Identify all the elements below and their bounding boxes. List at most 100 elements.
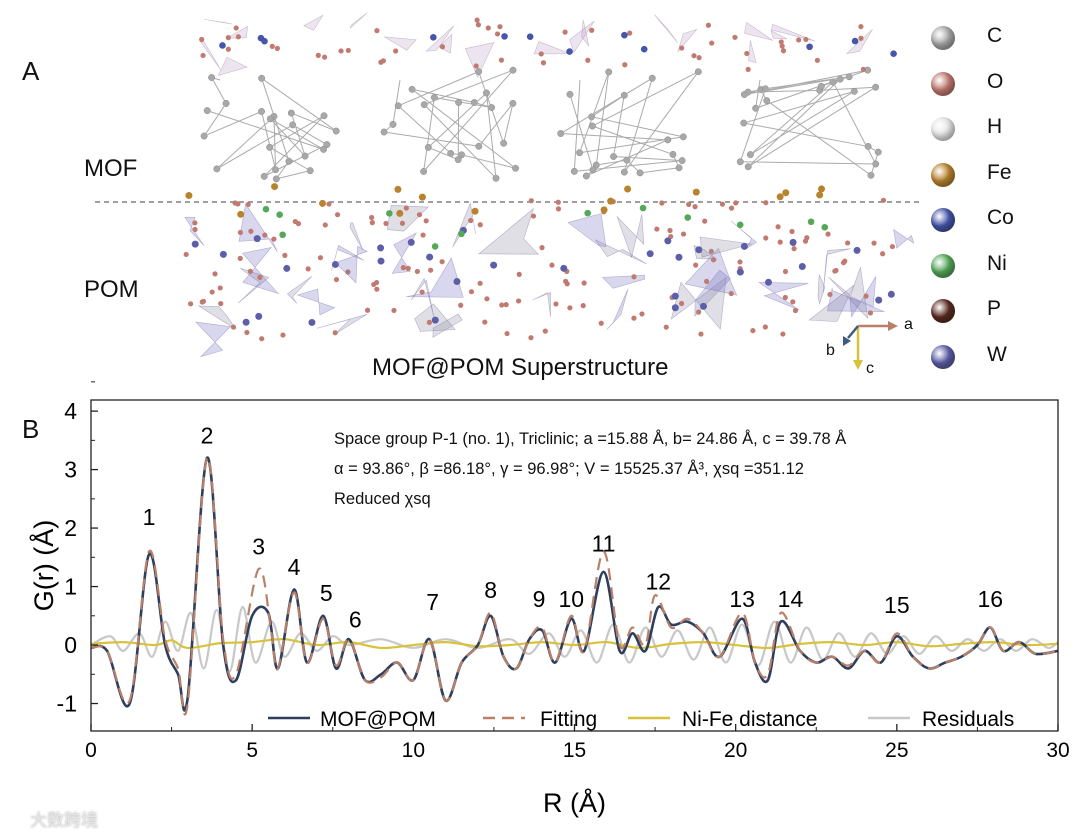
iron-atom — [776, 193, 784, 201]
mof-polyhedron — [770, 29, 788, 40]
panel-b-label: B — [22, 414, 40, 444]
iron-atom — [624, 185, 632, 193]
oxygen-atom — [696, 309, 702, 315]
iron-atom — [271, 183, 279, 191]
axis-triad-icon — [843, 321, 898, 370]
x-tick-label: 5 — [246, 739, 258, 762]
tungsten-atom — [789, 238, 797, 246]
tungsten-atom — [671, 304, 679, 312]
peak-label: 9 — [533, 586, 546, 612]
tungsten-atom — [646, 250, 654, 258]
oxygen-atom — [218, 300, 224, 307]
oxygen-atom — [709, 40, 715, 46]
pom-polyhedron — [296, 288, 336, 316]
axis-a-label: a — [904, 316, 913, 333]
element-co-label: Co — [987, 206, 1014, 229]
mof-polyhedron — [464, 42, 495, 78]
bond — [211, 77, 227, 104]
oxygen-atom — [499, 302, 505, 308]
y-axis-title: G(r) (Å) — [28, 520, 59, 611]
mof-polyhedron — [204, 19, 233, 25]
peak-label: 8 — [484, 577, 497, 603]
oxygen-atom — [775, 224, 781, 230]
cobalt-atom — [219, 42, 226, 49]
bond — [263, 144, 328, 177]
structure-caption: MOF@POM Superstructure — [372, 354, 669, 381]
oxygen-atom — [315, 52, 321, 58]
oxygen-atom — [237, 255, 243, 261]
oxygen-atom — [332, 330, 338, 336]
bond — [427, 92, 487, 148]
peak-label: 15 — [884, 592, 910, 618]
pom-polyhedron — [452, 201, 476, 248]
oxygen-atom — [627, 30, 633, 36]
oxygen-atom — [763, 200, 769, 206]
y-tick-label: 2 — [64, 515, 77, 541]
oxygen-atom — [305, 266, 311, 272]
tungsten-atom — [453, 278, 461, 286]
oxygen-atom — [414, 268, 420, 275]
bond — [485, 92, 497, 179]
element-co-ball-icon — [931, 208, 955, 232]
bond — [560, 77, 653, 134]
oxygen-atom — [200, 298, 207, 304]
y-tick-label: 3 — [64, 457, 77, 483]
element-p-ball-icon — [931, 299, 955, 323]
oxygen-atom — [439, 44, 446, 50]
oxygen-atom — [745, 66, 751, 73]
oxygen-atom — [686, 201, 692, 207]
y-tick-label: 0 — [64, 632, 77, 658]
tungsten-atom — [560, 264, 568, 272]
bond — [819, 86, 876, 91]
oxygen-atom — [530, 213, 537, 219]
tungsten-atom — [798, 263, 806, 271]
tungsten-atom — [308, 318, 316, 326]
peak-label: 16 — [978, 586, 1004, 612]
oxygen-atom — [782, 294, 788, 301]
oxygen-atom — [659, 200, 665, 206]
oxygen-atom — [814, 57, 820, 63]
oxygen-atom — [468, 217, 474, 224]
oxygen-atom — [420, 232, 426, 238]
watermark: 大数跨境 — [30, 811, 98, 830]
bond — [579, 71, 610, 153]
oxygen-atom — [247, 268, 253, 274]
tungsten-atom — [377, 257, 385, 265]
pom-label: POM — [84, 276, 139, 303]
nickel-atom — [386, 210, 393, 217]
iron-atom — [816, 191, 824, 199]
bond — [739, 88, 766, 162]
oxygen-atom — [416, 212, 423, 218]
y-tick-label: 1 — [64, 574, 77, 600]
bond — [275, 160, 290, 180]
cobalt-atom — [851, 37, 859, 45]
oxygen-atom — [549, 262, 555, 268]
tungsten-atom — [255, 312, 263, 320]
oxygen-atom — [225, 35, 231, 41]
carbon-atom — [455, 99, 463, 106]
oxygen-atom — [780, 331, 786, 337]
peak-label: 5 — [320, 580, 333, 606]
element-c-label: C — [987, 24, 1003, 47]
mof-label: MOF — [84, 155, 138, 182]
oxygen-atom — [678, 300, 685, 307]
bond — [424, 69, 514, 106]
bond — [261, 78, 290, 162]
iron-atom — [319, 199, 327, 207]
oxygen-atom — [338, 48, 344, 54]
element-c-ball-icon — [931, 26, 955, 50]
legend-label-fitting: Fitting — [540, 708, 597, 731]
cobalt-atom — [890, 50, 897, 58]
element-h-ball-icon — [931, 117, 955, 141]
oxygen-atom — [212, 271, 218, 277]
oxygen-atom — [295, 221, 302, 227]
tungsten-atom — [426, 253, 434, 261]
pom-polyhedron — [699, 236, 752, 258]
oxygen-atom — [199, 36, 205, 43]
pom-polyhedron — [197, 305, 237, 330]
oxygen-atom — [703, 278, 710, 285]
info-line-3: Reduced χsq — [334, 490, 431, 508]
mof-polyhedron — [677, 28, 698, 53]
oxygen-atom — [477, 222, 483, 228]
x-tick-label: 0 — [85, 739, 97, 762]
